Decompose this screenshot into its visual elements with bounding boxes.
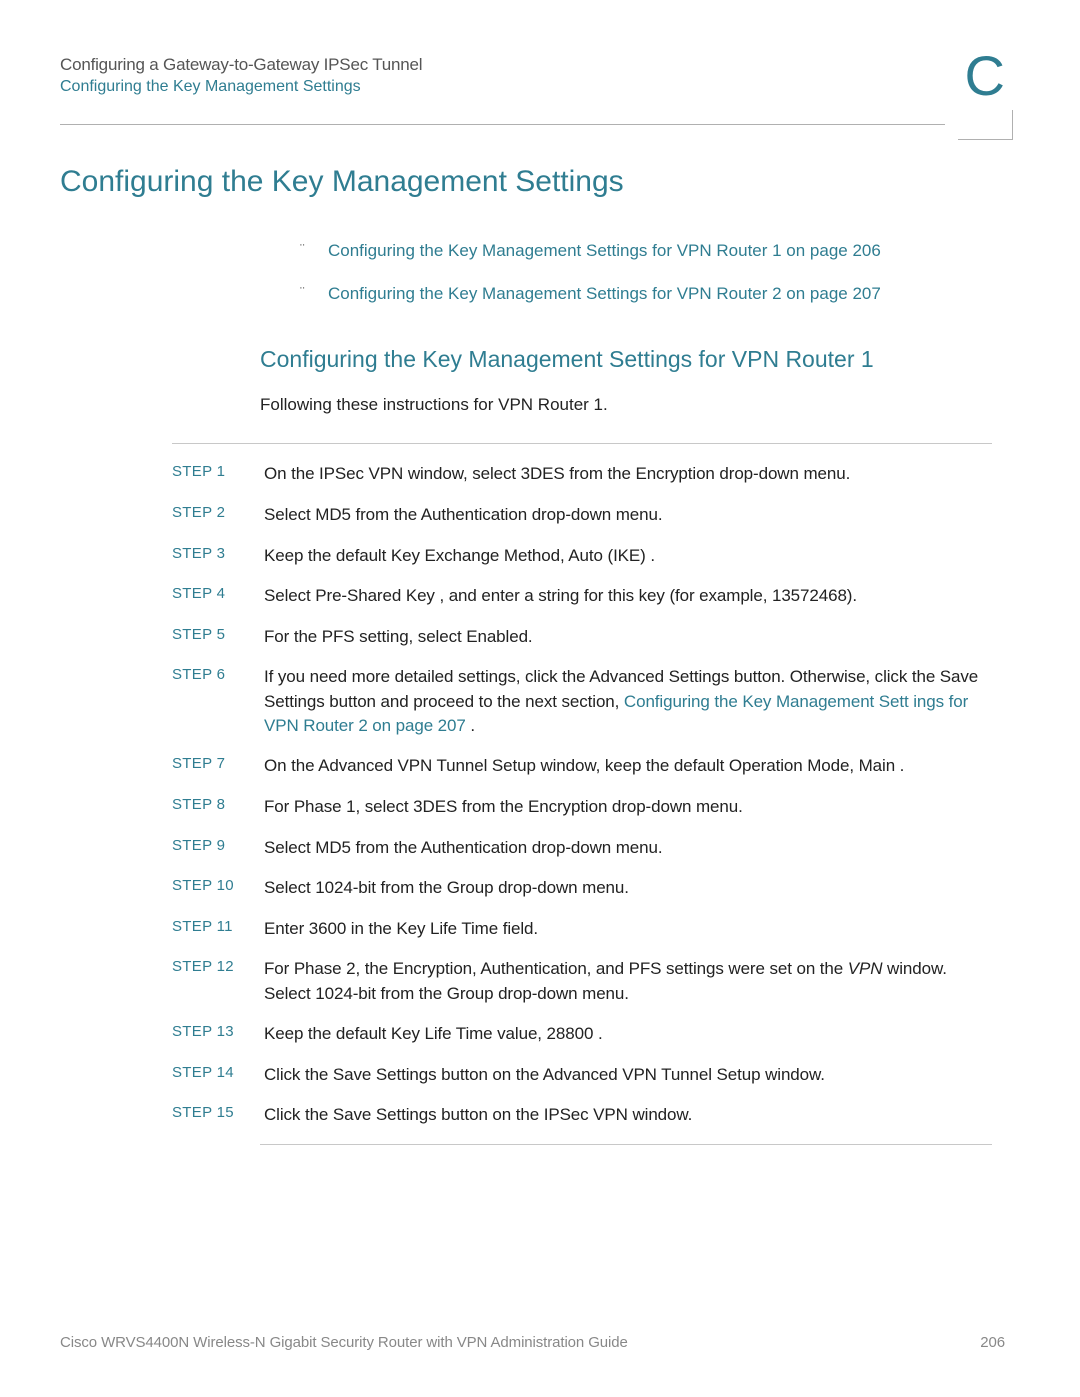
page-title: Configuring the Key Management Settings [60, 165, 1005, 199]
step-text: Select Pre-Shared Key , and enter a stri… [264, 584, 857, 608]
appendix-letter: C [965, 43, 1005, 108]
step-row: STEP 15 Click the Save Settings button o… [172, 1103, 992, 1127]
page-footer: Cisco WRVS4400N Wireless-N Gigabit Secur… [60, 1334, 1005, 1351]
step-number: STEP 11 [172, 917, 264, 941]
step-number: STEP 5 [172, 625, 264, 649]
step-row: STEP 6 If you need more detailed setting… [172, 665, 992, 737]
section-title: Configuring the Key Management Settings … [260, 346, 1005, 373]
footer-page-number: 206 [980, 1334, 1005, 1351]
steps-rule-bottom [260, 1144, 992, 1145]
toc-item: ¨ Configuring the Key Management Setting… [300, 282, 1005, 307]
step-number: STEP 7 [172, 754, 264, 778]
step-row: STEP 1 On the IPSec VPN window, select 3… [172, 462, 992, 486]
step-number: STEP 1 [172, 462, 264, 486]
step-text: For Phase 2, the Encryption, Authenticat… [264, 957, 992, 1005]
step-text: For Phase 1, select 3DES from the Encryp… [264, 795, 743, 819]
toc-item: ¨ Configuring the Key Management Setting… [300, 239, 1005, 264]
bullet-icon: ¨ [300, 239, 328, 264]
section-intro: Following these instructions for VPN Rou… [260, 395, 1005, 415]
step-number: STEP 13 [172, 1022, 264, 1046]
step-number: STEP 9 [172, 836, 264, 860]
step-row: STEP 12 For Phase 2, the Encryption, Aut… [172, 957, 992, 1005]
step-text: Enter 3600 in the Key Life Time field. [264, 917, 538, 941]
step-text: For the PFS setting, select Enabled. [264, 625, 533, 649]
step-number: STEP 6 [172, 665, 264, 737]
step-row: STEP 9 Select MD5 from the Authenticatio… [172, 836, 992, 860]
step-post: . [466, 716, 475, 735]
step-row: STEP 10 Select 1024-bit from the Group d… [172, 876, 992, 900]
step-text: On the IPSec VPN window, select 3DES fro… [264, 462, 850, 486]
header-rule [60, 124, 945, 125]
steps-list: STEP 1 On the IPSec VPN window, select 3… [172, 462, 992, 1127]
step-text: Click the Save Settings button on the IP… [264, 1103, 692, 1127]
step-row: STEP 11 Enter 3600 in the Key Life Time … [172, 917, 992, 941]
step-pre: For Phase 2, the Encryption, Authenticat… [264, 959, 848, 978]
step-text: If you need more detailed settings, clic… [264, 665, 992, 737]
toc-link[interactable]: Configuring the Key Management Settings … [328, 239, 881, 264]
steps-rule-top [172, 443, 992, 444]
step-italic: VPN [848, 959, 883, 978]
step-text: Select MD5 from the Authentication drop-… [264, 503, 663, 527]
toc-link[interactable]: Configuring the Key Management Settings … [328, 282, 881, 307]
step-text: Click the Save Settings button on the Ad… [264, 1063, 825, 1087]
corner-decoration [958, 110, 1013, 140]
step-text: On the Advanced VPN Tunnel Setup window,… [264, 754, 904, 778]
step-row: STEP 7 On the Advanced VPN Tunnel Setup … [172, 754, 992, 778]
step-row: STEP 3 Keep the default Key Exchange Met… [172, 544, 992, 568]
bullet-icon: ¨ [300, 282, 328, 307]
step-text: Keep the default Key Exchange Method, Au… [264, 544, 655, 568]
step-number: STEP 2 [172, 503, 264, 527]
step-row: STEP 8 For Phase 1, select 3DES from the… [172, 795, 992, 819]
step-number: STEP 10 [172, 876, 264, 900]
breadcrumb-section: Configuring the Key Management Settings [60, 78, 1005, 96]
step-number: STEP 8 [172, 795, 264, 819]
step-number: STEP 12 [172, 957, 264, 1005]
footer-title: Cisco WRVS4400N Wireless-N Gigabit Secur… [60, 1334, 628, 1351]
breadcrumb-chapter: Configuring a Gateway-to-Gateway IPSec T… [60, 55, 1005, 75]
step-number: STEP 15 [172, 1103, 264, 1127]
step-row: STEP 2 Select MD5 from the Authenticatio… [172, 503, 992, 527]
step-row: STEP 4 Select Pre-Shared Key , and enter… [172, 584, 992, 608]
step-number: STEP 14 [172, 1063, 264, 1087]
step-text: Select 1024-bit from the Group drop-down… [264, 876, 629, 900]
step-text: Select MD5 from the Authentication drop-… [264, 836, 663, 860]
step-number: STEP 3 [172, 544, 264, 568]
step-number: STEP 4 [172, 584, 264, 608]
page-header: Configuring a Gateway-to-Gateway IPSec T… [60, 55, 1005, 96]
toc-list: ¨ Configuring the Key Management Setting… [300, 239, 1005, 306]
step-row: STEP 13 Keep the default Key Life Time v… [172, 1022, 992, 1046]
step-text: Keep the default Key Life Time value, 28… [264, 1022, 603, 1046]
step-row: STEP 14 Click the Save Settings button o… [172, 1063, 992, 1087]
step-row: STEP 5 For the PFS setting, select Enabl… [172, 625, 992, 649]
